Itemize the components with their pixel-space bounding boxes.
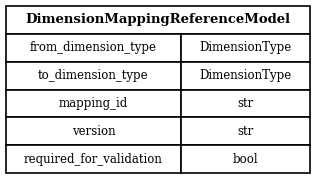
Text: to_dimension_type: to_dimension_type xyxy=(38,69,149,82)
Text: required_for_validation: required_for_validation xyxy=(24,153,163,166)
Bar xyxy=(181,117,310,145)
Text: version: version xyxy=(72,125,115,138)
Bar xyxy=(181,90,310,117)
Bar xyxy=(181,34,310,62)
Text: DimensionMappingReferenceModel: DimensionMappingReferenceModel xyxy=(25,13,291,26)
Text: str: str xyxy=(237,125,253,138)
Text: bool: bool xyxy=(233,153,258,166)
Text: from_dimension_type: from_dimension_type xyxy=(30,41,157,54)
Bar xyxy=(181,62,310,90)
Text: DimensionType: DimensionType xyxy=(199,41,292,54)
Bar xyxy=(6,34,181,62)
Bar xyxy=(6,90,181,117)
Bar xyxy=(181,145,310,173)
Text: DimensionType: DimensionType xyxy=(199,69,292,82)
Text: mapping_id: mapping_id xyxy=(59,97,128,110)
Text: str: str xyxy=(237,97,253,110)
Bar xyxy=(6,145,181,173)
Bar xyxy=(6,117,181,145)
Bar xyxy=(6,6,310,34)
Bar xyxy=(6,62,181,90)
